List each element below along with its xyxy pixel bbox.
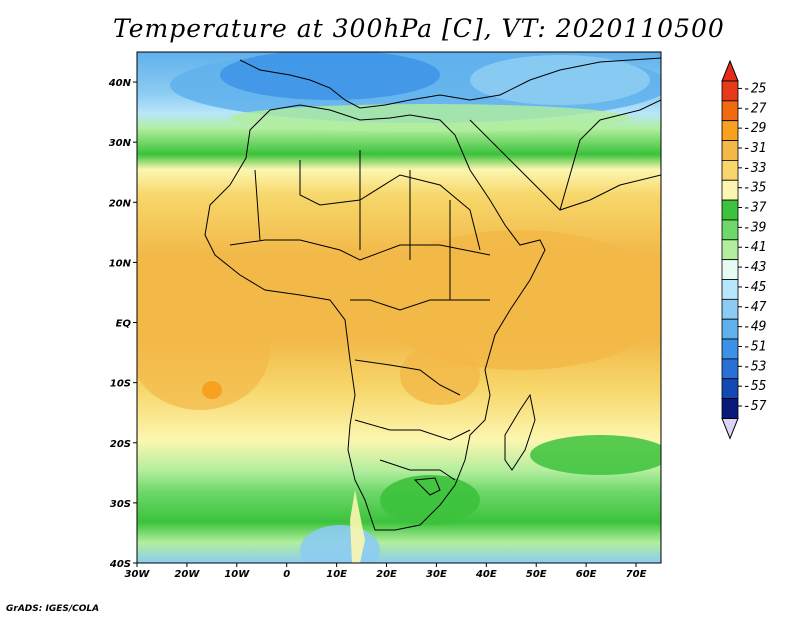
colorbar-label: -41 [743, 240, 766, 255]
lon-tick-label: 20W [174, 569, 200, 580]
lon-tick-label: 70E [626, 569, 647, 580]
colorbar-label: -35 [743, 181, 767, 196]
colorbar-swatch [721, 219, 739, 241]
lat-tick-label: 30N [109, 138, 132, 149]
lon-tick-label: 40E [475, 569, 497, 580]
colorbar-swatch [721, 358, 739, 380]
colorbar-swatch [721, 318, 739, 340]
colorbar-swatch [721, 298, 739, 320]
lat-tick-label: 20S [110, 439, 131, 450]
lat-tick-label: 40S [109, 559, 131, 570]
colorbar-swatch [721, 159, 739, 181]
map-title: Temperature at 300hPa [C], VT: 202011050… [113, 14, 725, 43]
lon-tick-label: 10E [326, 569, 347, 580]
colorbar-label: -53 [743, 359, 766, 374]
lat-tick-label: 10N [109, 258, 132, 269]
colorbar: -25 -27 -29 -31 -33 -35 -37 -39 -41 -43 -45 -47 -49 -… [721, 59, 767, 440]
colorbar-swatch [721, 239, 739, 261]
lat-tick-label: 40N [108, 78, 132, 89]
colorbar-swatch [721, 80, 739, 102]
colorbar-swatch [721, 199, 739, 221]
colorbar-label: -55 [743, 379, 767, 394]
lon-tick-label: 30W [125, 569, 151, 580]
colorbar-label: -37 [743, 201, 767, 216]
colorbar-label: -39 [743, 220, 766, 235]
colorbar-label: -47 [743, 300, 767, 315]
colorbar-swatch [721, 100, 739, 122]
colorbar-label: -49 [743, 320, 766, 335]
lon-tick-label: 10W [224, 569, 250, 580]
credit-label: GrADS: IGES/COLA [6, 604, 100, 614]
colorbar-label: -25 [743, 81, 767, 96]
lat-tick-label: 30S [110, 499, 131, 510]
lon-tick-label: 50E [526, 569, 547, 580]
colorbar-swatch [721, 338, 739, 360]
lat-tick-label: 20N [109, 198, 132, 209]
colorbar-swatch [721, 378, 739, 400]
plot-frame [136, 51, 662, 564]
colorbar-label: -29 [743, 121, 766, 136]
coastlines [204, 57, 661, 531]
colorbar-top-arrow [721, 59, 739, 82]
temperature-field [137, 52, 661, 563]
lat-tick-label: EQ [116, 319, 132, 330]
colorbar-label: -51 [743, 339, 766, 354]
colorbar-swatch [721, 279, 739, 300]
lon-tick-label: 0 [283, 569, 290, 580]
colorbar-swatch [721, 398, 739, 419]
colorbar-label: -27 [743, 101, 767, 116]
lat-tick-label: 10S [110, 379, 131, 390]
lon-tick-label: 30E [426, 569, 447, 580]
colorbar-swatch [721, 120, 739, 141]
colorbar-swatch [721, 140, 739, 161]
lon-tick-label: 20E [376, 569, 397, 580]
colorbar-bottom-arrow [721, 417, 739, 440]
longitude-axis: 30W 20W 10W 0 10E 20E 30E 40E 50E 60E 70E [125, 563, 647, 580]
colorbar-label: -57 [743, 399, 767, 414]
colorbar-label: -45 [743, 280, 767, 295]
lon-tick-label: 60E [576, 569, 597, 580]
colorbar-swatch [721, 259, 739, 280]
colorbar-label: -31 [743, 141, 766, 156]
latitude-axis: 40N 30N 20N 10N EQ 10S 20S 30S 40S [108, 78, 137, 570]
colorbar-label: -33 [743, 161, 766, 176]
colorbar-label: -43 [743, 260, 766, 275]
colorbar-swatch [721, 179, 739, 201]
